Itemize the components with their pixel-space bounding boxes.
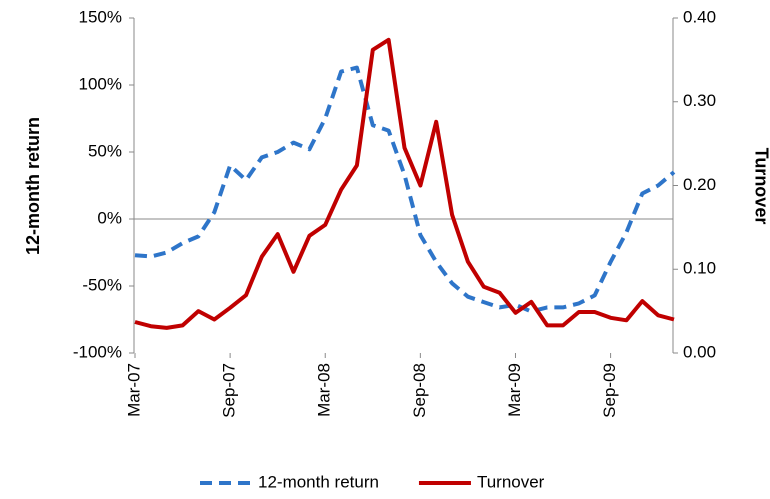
y-tick-label: 50% (88, 141, 122, 160)
y-tick-label: 150% (79, 7, 122, 26)
x-tick-label: Sep-09 (600, 363, 619, 418)
y2-tick-label: 0.20 (683, 175, 716, 194)
x-tick-label: Mar-09 (505, 363, 524, 417)
x-tick-label: Mar-07 (124, 363, 143, 417)
y2-axis-label: Turnover (751, 148, 770, 225)
y2-tick-label: 0.40 (683, 7, 716, 26)
y2-tick-label: 0.30 (683, 91, 716, 110)
legend-label: 12-month return (258, 472, 379, 491)
x-tick-label: Sep-07 (220, 363, 239, 418)
y-tick-label: -50% (82, 275, 122, 294)
y-tick-label: 0% (97, 208, 122, 227)
x-tick-label: Mar-08 (315, 363, 334, 417)
y-tick-label: -100% (73, 342, 122, 361)
line-series (134, 65, 676, 314)
x-tick-label: Sep-08 (410, 363, 429, 418)
y-axis-label: 12-month return (23, 117, 43, 255)
y-tick-label: 100% (79, 74, 122, 93)
legend-label: Turnover (477, 472, 545, 491)
line-series (134, 37, 675, 330)
y2-tick-label: 0.00 (683, 342, 716, 361)
y2-tick-label: 0.10 (683, 259, 716, 278)
